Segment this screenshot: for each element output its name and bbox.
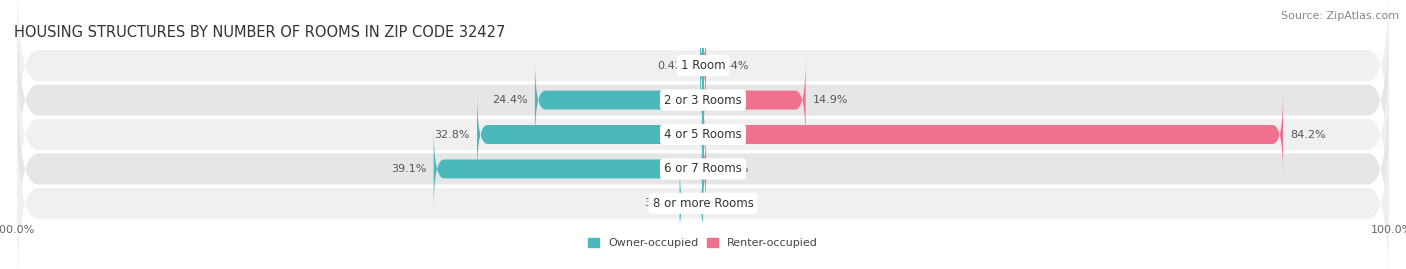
FancyBboxPatch shape [696, 23, 713, 108]
Text: 14.9%: 14.9% [813, 95, 848, 105]
Text: HOUSING STRUCTURES BY NUMBER OF ROOMS IN ZIP CODE 32427: HOUSING STRUCTURES BY NUMBER OF ROOMS IN… [14, 25, 505, 40]
Legend: Owner-occupied, Renter-occupied: Owner-occupied, Renter-occupied [583, 233, 823, 253]
Text: 8 or more Rooms: 8 or more Rooms [652, 197, 754, 210]
Text: 0.42%: 0.42% [658, 61, 693, 71]
Text: 3.4%: 3.4% [644, 198, 672, 208]
Text: 0.0%: 0.0% [710, 198, 738, 208]
FancyBboxPatch shape [17, 116, 1389, 269]
FancyBboxPatch shape [433, 127, 703, 211]
FancyBboxPatch shape [477, 92, 703, 177]
FancyBboxPatch shape [703, 58, 806, 142]
Text: 32.8%: 32.8% [434, 129, 470, 140]
FancyBboxPatch shape [17, 0, 1389, 153]
Text: 24.4%: 24.4% [492, 95, 529, 105]
FancyBboxPatch shape [696, 127, 713, 211]
Text: 4 or 5 Rooms: 4 or 5 Rooms [664, 128, 742, 141]
Text: Source: ZipAtlas.com: Source: ZipAtlas.com [1281, 11, 1399, 21]
Text: 0.44%: 0.44% [713, 164, 748, 174]
Text: 39.1%: 39.1% [391, 164, 427, 174]
Text: 6 or 7 Rooms: 6 or 7 Rooms [664, 162, 742, 175]
FancyBboxPatch shape [17, 47, 1389, 222]
Text: 2 or 3 Rooms: 2 or 3 Rooms [664, 94, 742, 107]
FancyBboxPatch shape [703, 92, 1284, 177]
FancyBboxPatch shape [534, 58, 703, 142]
Text: 84.2%: 84.2% [1289, 129, 1326, 140]
FancyBboxPatch shape [17, 81, 1389, 257]
FancyBboxPatch shape [679, 161, 703, 246]
FancyBboxPatch shape [17, 12, 1389, 188]
Text: 0.44%: 0.44% [713, 61, 748, 71]
FancyBboxPatch shape [693, 23, 710, 108]
Text: 1 Room: 1 Room [681, 59, 725, 72]
